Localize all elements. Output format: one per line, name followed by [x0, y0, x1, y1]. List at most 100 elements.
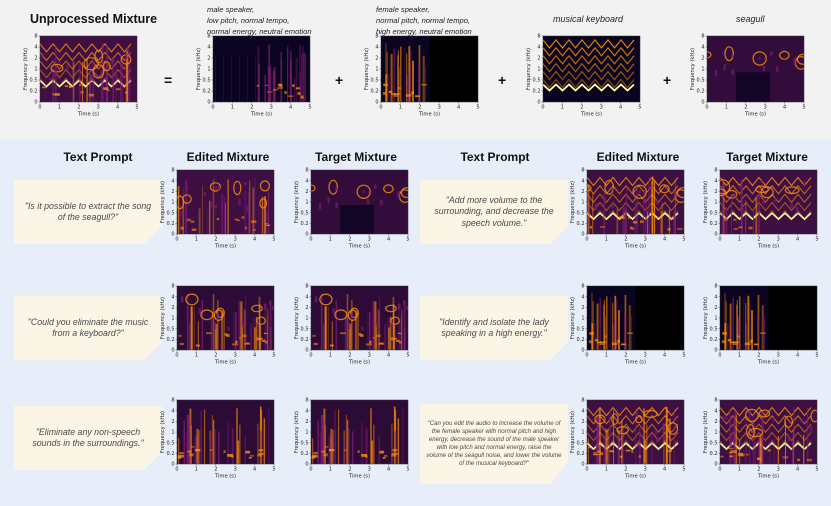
svg-text:Time (s): Time (s)	[214, 360, 236, 366]
svg-text:2: 2	[305, 419, 308, 425]
svg-text:Frequency (kHz): Frequency (kHz)	[160, 411, 166, 453]
svg-text:Time (s): Time (s)	[348, 360, 370, 366]
svg-text:1: 1	[329, 467, 332, 473]
svg-text:2: 2	[214, 353, 217, 359]
svg-text:5: 5	[406, 467, 409, 473]
svg-text:1: 1	[738, 353, 741, 359]
spectrogram-edited-2: 8 4 2 1 0.5 0.2 0 0 1 2 3 4 5 Time (s) Frequency (kHz)	[570, 168, 686, 250]
svg-text:4: 4	[253, 353, 256, 359]
svg-text:Time (s): Time (s)	[757, 244, 779, 250]
svg-text:4: 4	[663, 353, 666, 359]
svg-text:2: 2	[34, 56, 37, 62]
svg-text:5: 5	[406, 353, 409, 359]
svg-text:4: 4	[116, 105, 119, 111]
svg-text:1: 1	[375, 67, 378, 73]
svg-text:5: 5	[682, 237, 685, 243]
svg-text:5: 5	[476, 105, 479, 111]
svg-text:Frequency (kHz): Frequency (kHz)	[160, 181, 166, 223]
svg-text:0: 0	[585, 237, 588, 243]
svg-text:0.2: 0.2	[710, 221, 718, 227]
svg-text:3: 3	[777, 237, 780, 243]
svg-text:2: 2	[214, 237, 217, 243]
svg-text:2: 2	[757, 237, 760, 243]
svg-text:2: 2	[581, 189, 584, 195]
svg-text:0.5: 0.5	[710, 440, 718, 446]
svg-text:2: 2	[171, 189, 174, 195]
svg-text:4: 4	[171, 294, 174, 300]
svg-text:2: 2	[580, 105, 583, 111]
source-desc-seagull: seagull	[736, 14, 765, 24]
svg-text:4: 4	[387, 467, 390, 473]
svg-text:5: 5	[815, 353, 818, 359]
svg-text:3: 3	[234, 467, 237, 473]
svg-text:0: 0	[705, 105, 708, 111]
svg-text:2: 2	[624, 353, 627, 359]
svg-text:4: 4	[783, 105, 786, 111]
spectrogram-target-2: 8 4 2 1 0.5 0.2 0 0 1 2 3 4 5 Time (s) Frequency (kHz)	[703, 168, 819, 250]
svg-text:0: 0	[175, 353, 178, 359]
spectrogram-keyboard: 8 4 2 1 0.5 0.2 0 0 1 2 3 4 5 Time (s) Frequency (kHz)	[526, 34, 642, 118]
svg-text:8: 8	[34, 34, 37, 40]
svg-text:2: 2	[757, 353, 760, 359]
spectrogram-edited-1: 8 4 2 1 0.5 0.2 0 0 1 2 3 4 5 Time (s) Frequency (kHz)	[160, 168, 276, 250]
spectrogram-target-3: 8 4 2 1 0.5 0.2 0 0 1 2 3 4 5 Time (s) Frequency (kHz)	[294, 284, 410, 366]
svg-text:1: 1	[701, 67, 704, 73]
svg-text:0.2: 0.2	[30, 89, 38, 95]
svg-text:Frequency (kHz): Frequency (kHz)	[703, 411, 709, 453]
svg-text:0: 0	[585, 467, 588, 473]
svg-text:0: 0	[375, 100, 378, 106]
svg-text:0: 0	[175, 467, 178, 473]
svg-text:1: 1	[714, 200, 717, 206]
svg-text:8: 8	[581, 284, 584, 290]
svg-text:4: 4	[207, 45, 210, 51]
svg-text:4: 4	[253, 237, 256, 243]
svg-text:Time (s): Time (s)	[250, 112, 272, 118]
svg-text:1: 1	[58, 105, 61, 111]
spectrogram-target-1: 8 4 2 1 0.5 0.2 0 0 1 2 3 4 5 Time (s) Frequency (kHz)	[294, 168, 410, 250]
svg-text:Time (s): Time (s)	[77, 112, 99, 118]
svg-text:Time (s): Time (s)	[744, 112, 766, 118]
svg-text:3: 3	[777, 467, 780, 473]
spectrogram-edited-4: 8 4 2 1 0.5 0.2 0 0 1 2 3 4 5 Time (s) Frequency (kHz)	[570, 284, 686, 366]
prompt-card: "Identify and isolate the lady speaking …	[420, 296, 568, 360]
svg-text:2: 2	[418, 105, 421, 111]
svg-text:2: 2	[624, 467, 627, 473]
header-edited-mixture-right: Edited Mixture	[596, 150, 680, 164]
svg-text:0.5: 0.5	[697, 78, 705, 84]
svg-text:0: 0	[581, 348, 584, 354]
svg-text:4: 4	[305, 294, 308, 300]
svg-text:1: 1	[714, 316, 717, 322]
svg-text:0.5: 0.5	[710, 210, 718, 216]
spectrogram-seagull: 8 4 2 1 0.5 0.2 0 0 1 2 3 4 5 Time (s) Frequency (kHz)	[690, 34, 806, 118]
svg-text:Frequency (kHz): Frequency (kHz)	[526, 48, 532, 90]
svg-text:8: 8	[581, 398, 584, 404]
svg-text:3: 3	[234, 353, 237, 359]
svg-text:4: 4	[701, 45, 704, 51]
svg-text:3: 3	[600, 105, 603, 111]
svg-text:5: 5	[815, 467, 818, 473]
svg-text:2: 2	[207, 56, 210, 62]
svg-text:0.2: 0.2	[533, 89, 541, 95]
svg-text:3: 3	[234, 237, 237, 243]
svg-text:0: 0	[714, 462, 717, 468]
svg-text:1: 1	[195, 467, 198, 473]
svg-text:Frequency (kHz): Frequency (kHz)	[196, 48, 202, 90]
svg-text:0: 0	[718, 237, 721, 243]
svg-text:0.2: 0.2	[577, 221, 585, 227]
header-edited-mixture-left: Edited Mixture	[186, 150, 270, 164]
svg-text:0.5: 0.5	[30, 78, 38, 84]
svg-text:1: 1	[329, 353, 332, 359]
svg-text:0.5: 0.5	[167, 210, 175, 216]
svg-text:Frequency (kHz): Frequency (kHz)	[294, 297, 300, 339]
svg-text:Time (s): Time (s)	[214, 474, 236, 480]
svg-text:0: 0	[541, 105, 544, 111]
svg-text:0: 0	[211, 105, 214, 111]
svg-text:0.5: 0.5	[301, 326, 309, 332]
svg-text:1: 1	[605, 237, 608, 243]
svg-text:1: 1	[195, 237, 198, 243]
svg-text:Frequency (kHz): Frequency (kHz)	[294, 181, 300, 223]
svg-text:2: 2	[214, 467, 217, 473]
svg-text:2: 2	[305, 189, 308, 195]
spectrogram-mixture: 8 4 2 1 0.5 0.2 0 0 1 2 3 4 5 Time (s) Frequency (kHz)	[23, 34, 139, 118]
svg-text:5: 5	[308, 105, 311, 111]
